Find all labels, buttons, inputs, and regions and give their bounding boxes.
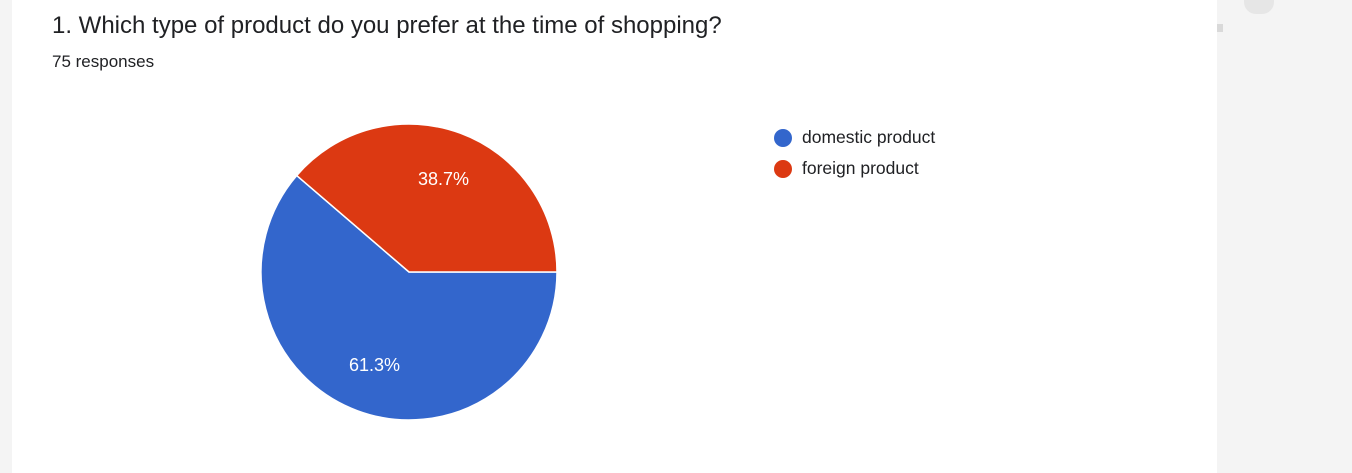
pie-slice-foreign[interactable] [295,123,558,273]
legend-item-foreign[interactable]: foreign product [774,153,935,184]
legend-item-domestic[interactable]: domestic product [774,122,935,153]
left-margin [0,0,12,473]
legend-dot-domestic [774,128,792,147]
scroll-indicator [1217,24,1223,32]
response-count: 75 responses [52,52,155,71]
legend-label-domestic: domestic product [802,127,936,147]
pie-slice-domestic[interactable] [260,174,558,421]
legend-label-foreign: foreign product [802,158,919,178]
question-title: 1. Which type of product do you prefer a… [52,12,722,39]
chart-legend: domestic product foreign product [774,122,935,184]
slice-label-domestic: 61.3% [349,355,400,375]
right-panel [1217,0,1352,473]
pie-chart: 61.3% 38.7% [260,123,558,421]
question-card: 1. Which type of product do you prefer a… [12,0,1217,473]
corner-decoration [1244,0,1274,14]
legend-dot-foreign [774,159,792,178]
slice-label-foreign: 38.7% [418,169,469,189]
